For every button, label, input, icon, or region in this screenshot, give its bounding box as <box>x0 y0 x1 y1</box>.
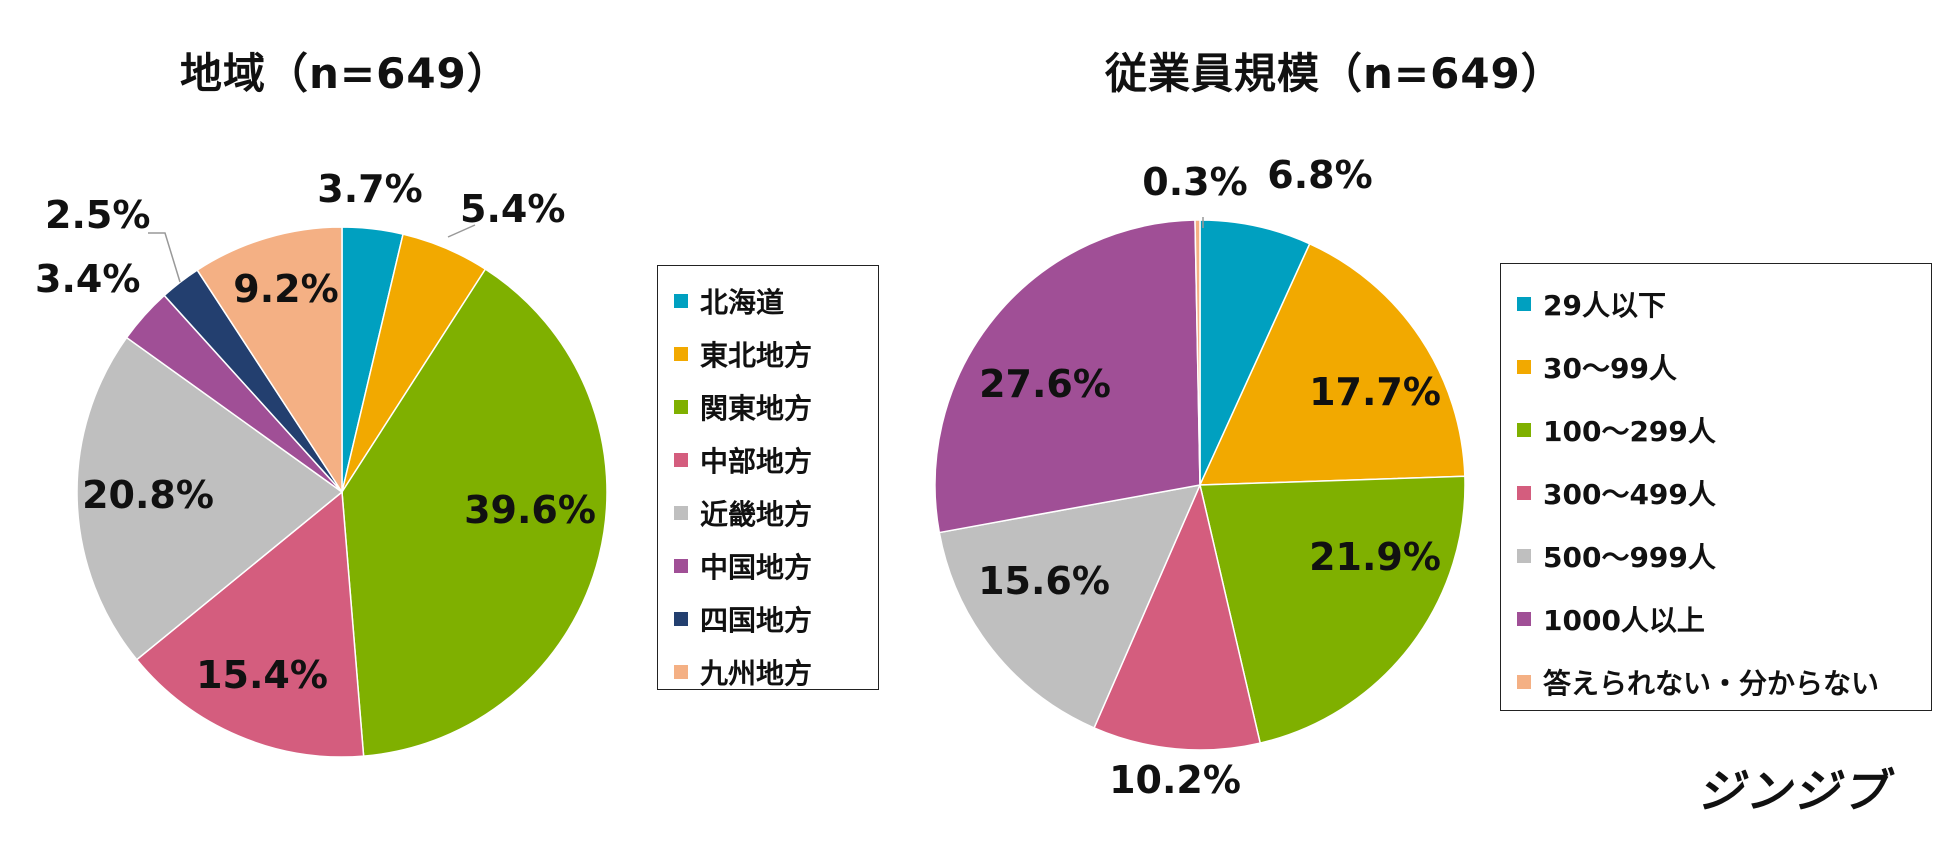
legend-swatch <box>674 293 688 308</box>
pie-slice-1-0 <box>1199 219 1311 486</box>
pie-slice-1-3 <box>1093 482 1262 751</box>
data-label-1-3: 10.2% <box>1109 758 1241 802</box>
legend-item: 1000人以上 <box>1517 587 1915 650</box>
legend-label: 中部地方 <box>700 444 813 478</box>
legend-region: 北海道東北地方関東地方中部地方近畿地方中国地方四国地方九州地方 <box>657 265 879 690</box>
legend-label: 300〜499人 <box>1543 477 1716 511</box>
legend-swatch <box>1517 548 1531 563</box>
legend-item: 中国地方 <box>674 539 862 592</box>
pie-region: 3.7% 5.4% 39.6% 15.4% 20.8% 3.4% 2.5% 9.2% <box>35 167 608 758</box>
legend-employee-size: 29人以下 30〜99人 100〜299人 300〜499人 500〜999人 1000人… <box>1500 263 1932 711</box>
data-label-1-2: 21.9% <box>1309 535 1441 579</box>
pie-slice-1-6 <box>1194 219 1201 486</box>
pie-slice-1-5 <box>934 219 1201 534</box>
pie-slice-1-1 <box>1198 242 1466 486</box>
chart-title-employee-size: 従業員規模（n=649） <box>1105 49 1564 98</box>
legend-item: 100〜299人 <box>1517 398 1915 461</box>
chart-title-region: 地域（n=649） <box>180 49 510 98</box>
pie-slice-1-2 <box>1199 475 1466 744</box>
legend-swatch <box>674 611 688 626</box>
pie-slice-0-7 <box>196 226 343 495</box>
legend-swatch <box>674 399 688 414</box>
data-label-0-2: 39.6% <box>464 488 596 532</box>
legend-item: 北海道 <box>674 274 862 327</box>
legend-item: 300〜499人 <box>1517 461 1915 524</box>
data-label-1-0: 6.8% <box>1267 153 1372 197</box>
label-leader-line-0-6 <box>148 232 181 283</box>
legend-swatch <box>1517 485 1531 500</box>
legend-swatch <box>1517 611 1531 626</box>
legend-swatch <box>674 558 688 573</box>
legend-label: 関東地方 <box>700 391 813 425</box>
legend-swatch <box>674 505 688 520</box>
data-label-0-6: 2.5% <box>45 193 150 237</box>
jinjib-logo: ジンジブ <box>1697 764 1889 818</box>
data-label-1-5: 27.6% <box>979 362 1111 406</box>
data-label-1-6: 0.3% <box>1142 160 1247 204</box>
legend-item: 500〜999人 <box>1517 524 1915 587</box>
pie-slice-0-4 <box>76 336 344 661</box>
legend-label: 中国地方 <box>700 550 813 584</box>
legend-item: 東北地方 <box>674 327 862 380</box>
legend-label: 四国地方 <box>700 603 813 637</box>
legend-item: 関東地方 <box>674 380 862 433</box>
pie-slice-0-3 <box>135 490 365 758</box>
legend-label: 29人以下 <box>1543 288 1666 322</box>
legend-swatch <box>1517 422 1531 437</box>
data-label-0-1: 5.4% <box>460 187 565 231</box>
legend-label: 九州地方 <box>700 656 813 690</box>
legend-label: 近畿地方 <box>700 497 813 531</box>
data-label-1-1: 17.7% <box>1309 370 1441 414</box>
legend-item: 中部地方 <box>674 433 862 486</box>
legend-swatch <box>674 452 688 467</box>
pie-slice-1-4 <box>938 484 1202 729</box>
legend-label: 北海道 <box>700 285 785 319</box>
pie-slice-0-2 <box>341 268 608 757</box>
legend-swatch <box>674 346 688 361</box>
data-label-0-4: 20.8% <box>82 473 214 517</box>
legend-swatch <box>1517 674 1531 689</box>
legend-item: 四国地方 <box>674 592 862 645</box>
legend-item: 30〜99人 <box>1517 335 1915 398</box>
data-label-0-3: 15.4% <box>196 653 328 697</box>
legend-label: 答えられない・分からない <box>1543 666 1880 700</box>
data-label-0-7: 9.2% <box>233 267 338 311</box>
legend-item: 九州地方 <box>674 645 862 698</box>
pie-employee-size: 6.8% 17.7% 21.9% 10.2% 15.6% 27.6% 0.3% <box>934 153 1466 802</box>
legend-item: 29人以下 <box>1517 272 1915 335</box>
data-label-0-5: 3.4% <box>35 257 140 301</box>
legend-swatch <box>1517 296 1531 311</box>
legend-label: 東北地方 <box>700 338 813 372</box>
legend-label: 100〜299人 <box>1543 414 1716 448</box>
data-label-1-4: 15.6% <box>978 559 1110 603</box>
legend-label: 1000人以上 <box>1543 603 1705 637</box>
legend-label: 500〜999人 <box>1543 540 1716 574</box>
legend-label: 30〜99人 <box>1543 351 1677 385</box>
data-label-0-0: 3.7% <box>317 167 422 211</box>
legend-swatch <box>674 664 688 679</box>
label-leader-line-0-1 <box>447 224 476 238</box>
legend-item: 答えられない・分からない <box>1517 650 1915 713</box>
legend-swatch <box>1517 359 1531 374</box>
legend-item: 近畿地方 <box>674 486 862 539</box>
